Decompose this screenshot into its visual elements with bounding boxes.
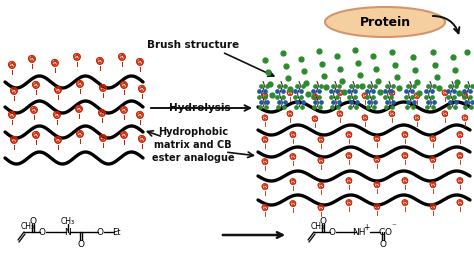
Text: Hydrolysis: Hydrolysis xyxy=(169,103,231,113)
Text: O: O xyxy=(29,217,36,225)
Text: Et: Et xyxy=(112,227,120,237)
Text: N: N xyxy=(64,227,72,237)
Text: O: O xyxy=(38,227,46,237)
Text: ⁻: ⁻ xyxy=(392,222,396,232)
Text: O: O xyxy=(328,227,336,237)
Text: NH: NH xyxy=(352,227,366,237)
Text: CH₃: CH₃ xyxy=(21,222,35,230)
Text: C: C xyxy=(379,227,385,237)
Text: O: O xyxy=(97,227,103,237)
Text: Brush structure: Brush structure xyxy=(147,40,239,50)
Text: O: O xyxy=(78,240,84,249)
Text: O: O xyxy=(319,217,327,225)
Text: CH₃: CH₃ xyxy=(311,222,325,230)
Text: CH₃: CH₃ xyxy=(61,217,75,225)
Ellipse shape xyxy=(325,7,445,37)
Text: Hydrophobic
matrix and CB
ester analogue: Hydrophobic matrix and CB ester analogue xyxy=(152,127,234,163)
Text: Protein: Protein xyxy=(359,16,410,29)
Text: +: + xyxy=(363,222,369,232)
Text: O: O xyxy=(380,240,386,249)
Text: O: O xyxy=(384,227,392,237)
